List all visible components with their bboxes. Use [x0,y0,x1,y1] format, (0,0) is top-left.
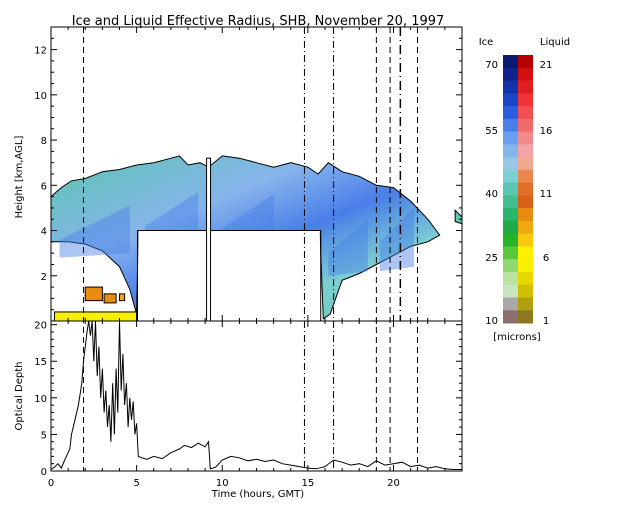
colorbar-liquid-swatch [518,118,533,133]
colorbar-ice-swatch [503,208,518,222]
colorbar-ice-swatch [503,233,518,247]
colorbar-liquid-swatch [518,284,533,298]
colorbar-liquid-swatch [518,80,533,94]
optical-depth-axis-x-tick-label: 20 [387,478,400,489]
colorbar-ice-swatch [503,259,518,273]
colorbar-ice-swatch [503,271,518,286]
height-axis-y-tick-label: 12 [34,46,47,57]
colorbar-liquid-swatch [518,157,533,171]
height-axis-y-tick-label: 2 [41,272,47,283]
optical-depth-axis-y-tick-label: 5 [41,430,47,441]
liquid-cloud-layer-0 [84,286,103,302]
colorbar-ice-tick-label: 40 [485,189,498,200]
colorbar-liquid-swatch [518,67,533,82]
colorbar-ice-tick-label: 10 [485,316,498,327]
colorbar-ice-swatch [503,246,518,260]
colorbar-liquid-swatch [518,310,533,324]
liquid-cloud-layer-1 [103,293,117,304]
ice-cloud-isolated-patch [454,208,463,225]
colorbar-ice-swatch [503,284,518,298]
optical-depth-axis-y-tick-label: 20 [34,321,47,332]
colorbar-liquid-swatch [518,144,533,158]
colorbar-liquid-tick-label: 11 [540,189,553,200]
colorbar-units-label: [microns] [493,332,540,343]
colorbar-liquid-swatch [518,195,533,209]
colorbar-ice-swatch [503,195,518,209]
colorbar: Ice Liquid [microns] 70 55 40 25 10 21 16 11 6 1 [479,37,570,343]
ice-deep-band-0 [59,205,130,258]
optical-depth-axes: 0 5 10 15 20 0 5 10 15 20 [34,320,463,489]
colorbar-liquid-tick-label: 21 [540,60,553,71]
height-axis-y-tick-label: 10 [34,91,47,102]
colorbar-ice-swatch [503,297,518,311]
chart-title: Ice and Liquid Effective Radius, SHB, No… [72,14,445,29]
colorbar-liquid-swatch [518,208,533,222]
optical-depth-axis-y-tick-label: 10 [34,394,47,405]
colorbar-ice-swatch [503,157,518,171]
colorbar-liquid-swatch [518,246,533,260]
colorbar-liquid-swatch [518,182,533,196]
colorbar-ice-swatch [503,144,518,158]
optical-depth-axis-x-tick-label: 15 [302,478,315,489]
liquid-cloud-layer-3 [53,311,138,322]
effective-radius-plot [50,155,463,322]
optical-depth-panel: 0 5 10 15 20 0 5 10 15 20 Optical Depth Time (hou… [14,320,463,500]
colorbar-liquid-swatch [518,55,533,69]
height-axis-y-tick-label: 8 [41,136,47,147]
colorbar-ice-tick-label: 55 [485,126,498,137]
colorbar-liquid-swatch [518,220,533,235]
colorbar-ice-swatch [503,310,518,324]
event-markers [83,27,418,471]
colorbar-liquid-swatch [518,233,533,247]
optical-depth-axis-y-tick-label: 0 [41,467,47,478]
height-axis-label: Height [km,AGL] [14,136,25,219]
optical-depth-plot [50,320,462,470]
colorbar-ice-swatch [503,80,518,94]
colorbar-ticks: 70 55 40 25 10 21 16 11 6 1 [485,60,552,327]
optical-depth-axis-x-tick-label: 5 [133,478,139,489]
colorbar-liquid-tick-label: 6 [543,253,549,264]
colorbar-ice-tick-label: 70 [485,60,498,71]
colorbar-ice-swatch [503,182,518,196]
colorbar-ice-tick-label: 25 [485,253,498,264]
colorbar-liquid-swatch [518,93,533,107]
colorbar-liquid-swatch [518,106,533,120]
clear-region [138,230,320,321]
ice-cloud-gap [206,157,212,322]
colorbar-swatches [503,55,533,324]
time-axis-label: Time (hours, GMT) [211,489,305,500]
colorbar-liquid-tick-label: 1 [543,316,549,327]
colorbar-liquid-label: Liquid [540,37,570,48]
optical-depth-axis-y-tick-label: 15 [34,357,47,368]
colorbar-liquid-swatch [518,259,533,273]
ice-cloud-base-outline [136,230,322,321]
height-axis-y-tick-label: 6 [41,181,47,192]
colorbar-liquid-swatch [518,131,533,145]
ice-deep-band-3 [328,219,368,276]
colorbar-ice-label: Ice [479,37,494,48]
optical-depth-line [50,320,462,470]
colorbar-liquid-swatch [518,297,533,311]
height-panel: 2 4 6 8 10 12 Height [km,AGL] [14,26,463,322]
colorbar-ice-swatch [503,106,518,120]
colorbar-ice-swatch [503,93,518,107]
optical-depth-axis-label: Optical Depth [14,362,25,431]
colorbar-ice-swatch [503,67,518,82]
height-axis-y-tick-label: 4 [41,227,47,238]
ice-deep-band-4 [379,207,415,272]
colorbar-ice-swatch [503,220,518,235]
colorbar-liquid-swatch [518,169,533,184]
colorbar-ice-swatch [503,169,518,184]
colorbar-ice-swatch [503,131,518,145]
liquid-cloud-layer-2 [119,293,126,302]
colorbar-liquid-tick-label: 16 [540,126,553,137]
colorbar-ice-swatch [503,55,518,69]
colorbar-ice-swatch [503,118,518,133]
optical-depth-axis-x-tick-label: 0 [48,478,54,489]
optical-depth-axis-x-tick-label: 10 [216,478,229,489]
colorbar-liquid-swatch [518,271,533,286]
